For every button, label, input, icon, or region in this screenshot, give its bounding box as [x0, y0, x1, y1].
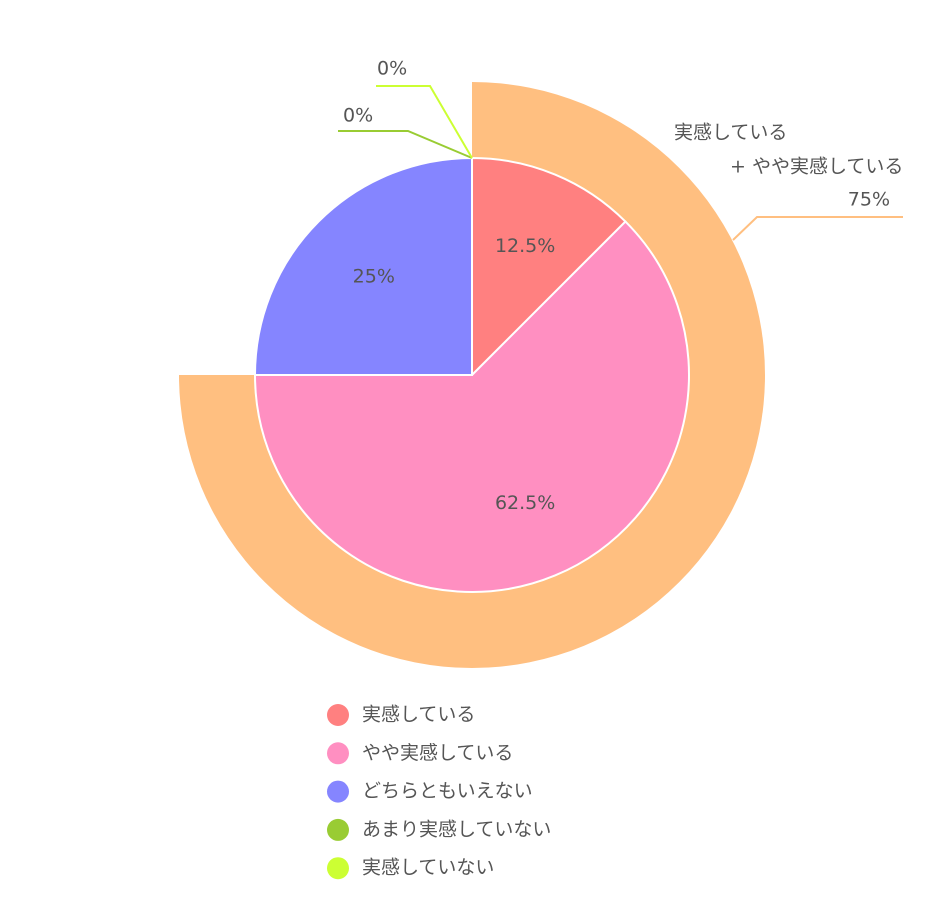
legend-label: あまり実感していない [362, 818, 551, 840]
legend-swatch [327, 780, 349, 803]
legend-label: どちらともいえない [362, 780, 533, 802]
legend-swatch [327, 857, 349, 880]
slice-label: 12.5% [495, 235, 555, 257]
slice-label: 25% [353, 265, 395, 287]
pie-slice [253, 156, 473, 376]
legend-swatch [327, 742, 349, 765]
slice-label: 0% [343, 105, 373, 127]
outer-value-label: 75% [848, 189, 890, 211]
outer-name: 実感している [674, 122, 787, 144]
legend-swatch [327, 818, 349, 841]
legend-swatch [327, 704, 349, 726]
pie-slice [471, 156, 627, 378]
slice-label: 62.5% [495, 492, 555, 514]
slice-label: 0% [377, 58, 407, 80]
zero-leader [376, 85, 473, 159]
legend-label: やや実感している [362, 742, 513, 764]
outer-leader [732, 216, 903, 241]
legend-label: 実感している [362, 704, 475, 726]
outer-name: + やや実感している [730, 156, 903, 178]
zero-leader [338, 130, 473, 159]
legend-label: 実感していない [362, 857, 494, 879]
pie-slice [253, 220, 690, 593]
